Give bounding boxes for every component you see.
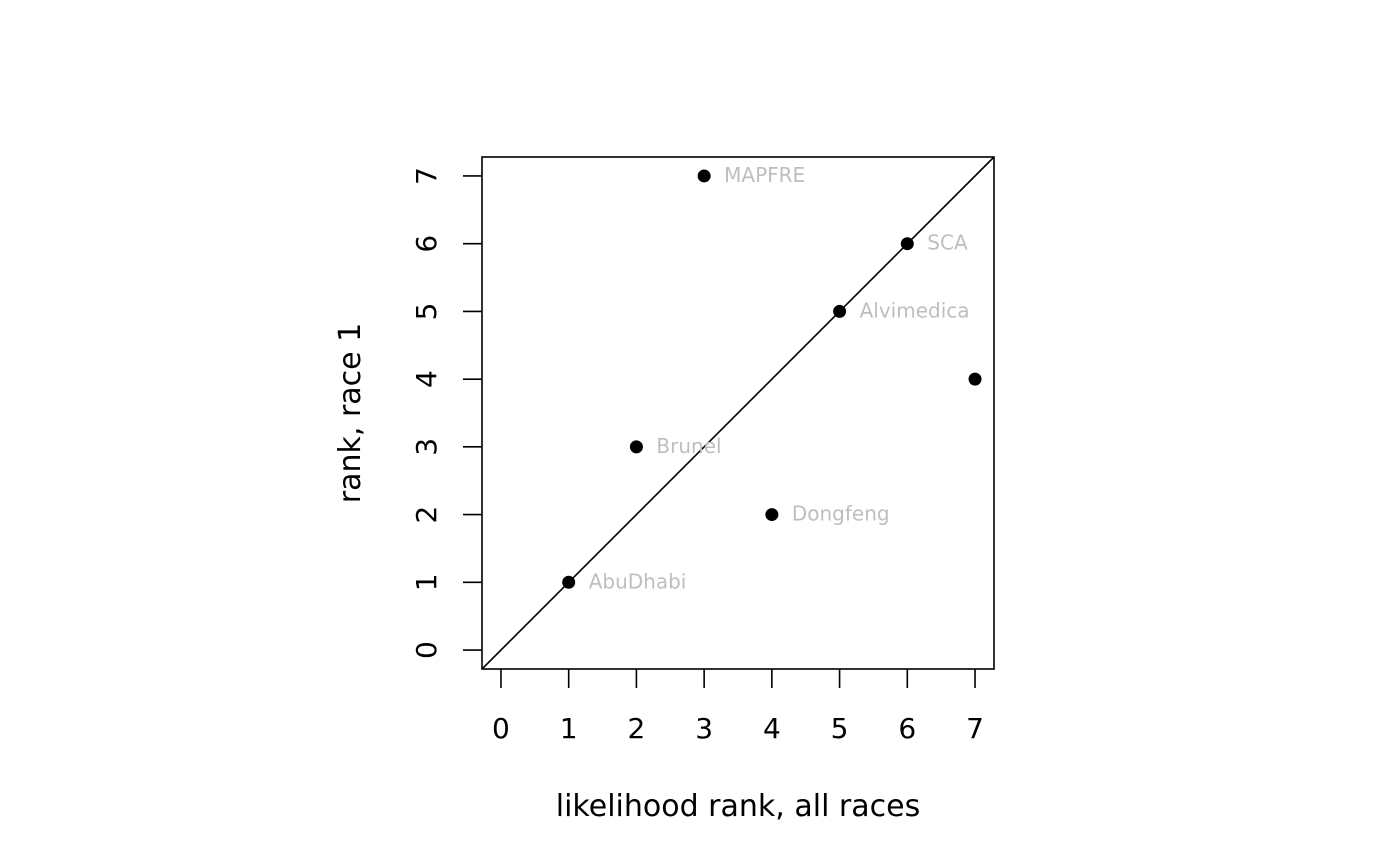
y-tick-label: 5 [410, 302, 443, 320]
data-point [900, 237, 914, 251]
plot-area-border [481, 156, 995, 670]
data-point [629, 440, 643, 454]
point-label: Dongfeng [792, 502, 890, 526]
identity-line [481, 156, 995, 670]
y-tick-label: 4 [410, 370, 443, 388]
point-label: Alvimedica [860, 298, 970, 322]
x-tick-label: 6 [898, 712, 916, 745]
data-points: AbuDhabi Brunel MAPFRE Dongfeng Alvimedica SC… [562, 163, 982, 593]
y-tick-label: 0 [410, 641, 443, 659]
x-tick-label: 3 [695, 712, 713, 745]
y-tick-label: 2 [410, 506, 443, 524]
point-label: Brunel [656, 434, 721, 458]
y-tick-label: 7 [410, 167, 443, 185]
data-point [697, 169, 711, 183]
y-tick-label: 3 [410, 438, 443, 456]
data-point [833, 304, 847, 318]
point-label: MAPFRE [724, 163, 805, 187]
x-tick-label: 1 [560, 712, 578, 745]
y-axis: 0 1 2 3 4 5 6 7 [410, 167, 482, 659]
x-axis: 0 1 2 3 4 5 6 7 [492, 669, 984, 745]
data-point [562, 575, 576, 589]
x-tick-label: 4 [763, 712, 781, 745]
x-axis-title: likelihood rank, all races [556, 789, 920, 824]
y-tick-label: 6 [410, 235, 443, 253]
x-tick-label: 0 [492, 712, 510, 745]
data-point [765, 508, 779, 522]
point-label: AbuDhabi [589, 569, 687, 593]
data-point [968, 372, 982, 386]
y-axis-title: rank, race 1 [333, 323, 368, 503]
x-tick-label: 2 [627, 712, 645, 745]
x-tick-label: 5 [831, 712, 849, 745]
y-tick-label: 1 [410, 573, 443, 591]
x-tick-label: 7 [966, 712, 984, 745]
point-label: SCA [927, 231, 968, 255]
